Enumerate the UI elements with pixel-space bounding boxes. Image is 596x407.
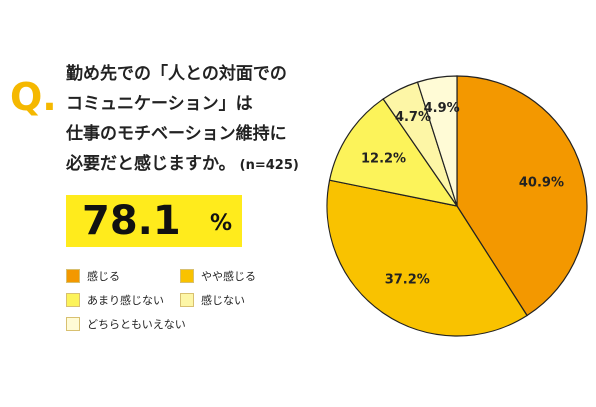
pie-slice-0	[456, 75, 588, 317]
pie-label-1: 37.2%	[385, 273, 430, 288]
question-line-1: 勤め先での「人との対面での	[66, 64, 287, 84]
legend-item-2: あまり感じない	[66, 292, 164, 308]
legend-swatch-3	[180, 293, 194, 307]
pie-slice-4	[416, 75, 458, 207]
legend-item-1: やや感じる	[180, 268, 256, 284]
legend-item-0: 感じる	[66, 268, 120, 284]
highlight-value: 78.1	[82, 198, 181, 244]
pie-label-4: 4.9%	[424, 101, 460, 116]
legend-label-0: 感じる	[87, 270, 120, 283]
highlight-unit: %	[210, 211, 233, 236]
question-line-4-text: 必要だと感じますか。	[66, 154, 236, 174]
legend-label-3: 感じない	[201, 294, 245, 307]
sample-size: (n=425)	[239, 158, 299, 173]
legend-item-3: 感じない	[180, 292, 245, 308]
legend-label-2: あまり感じない	[87, 294, 164, 307]
pie-slice-labels: 40.9% 37.2% 12.2% 4.7%4.9%	[361, 101, 564, 287]
question-line-2: コミュニケーション」は	[66, 94, 253, 114]
legend-swatch-2	[66, 293, 80, 307]
pie-slice-1	[326, 179, 528, 337]
legend-label-4: どちらともいえない	[87, 318, 186, 331]
pie-label-3: 4.7%	[395, 110, 431, 125]
question-mark: Q.	[10, 75, 57, 119]
legend-swatch-0	[66, 269, 80, 283]
pie-label-2: 12.2%	[361, 152, 406, 167]
pie-slices	[326, 75, 588, 337]
pie-slice-2	[328, 98, 459, 207]
pie-label-0: 40.9%	[519, 175, 564, 190]
legend-swatch-1	[180, 269, 194, 283]
question-line-3: 仕事のモチベーション維持に	[66, 124, 287, 144]
legend-swatch-4	[66, 317, 80, 331]
legend-label-1: やや感じる	[201, 270, 256, 283]
legend-item-4: どちらともいえない	[66, 316, 186, 332]
highlight-box: 78.1 %	[66, 195, 242, 247]
question-line-4: 必要だと感じますか。 (n=425)	[66, 156, 299, 173]
